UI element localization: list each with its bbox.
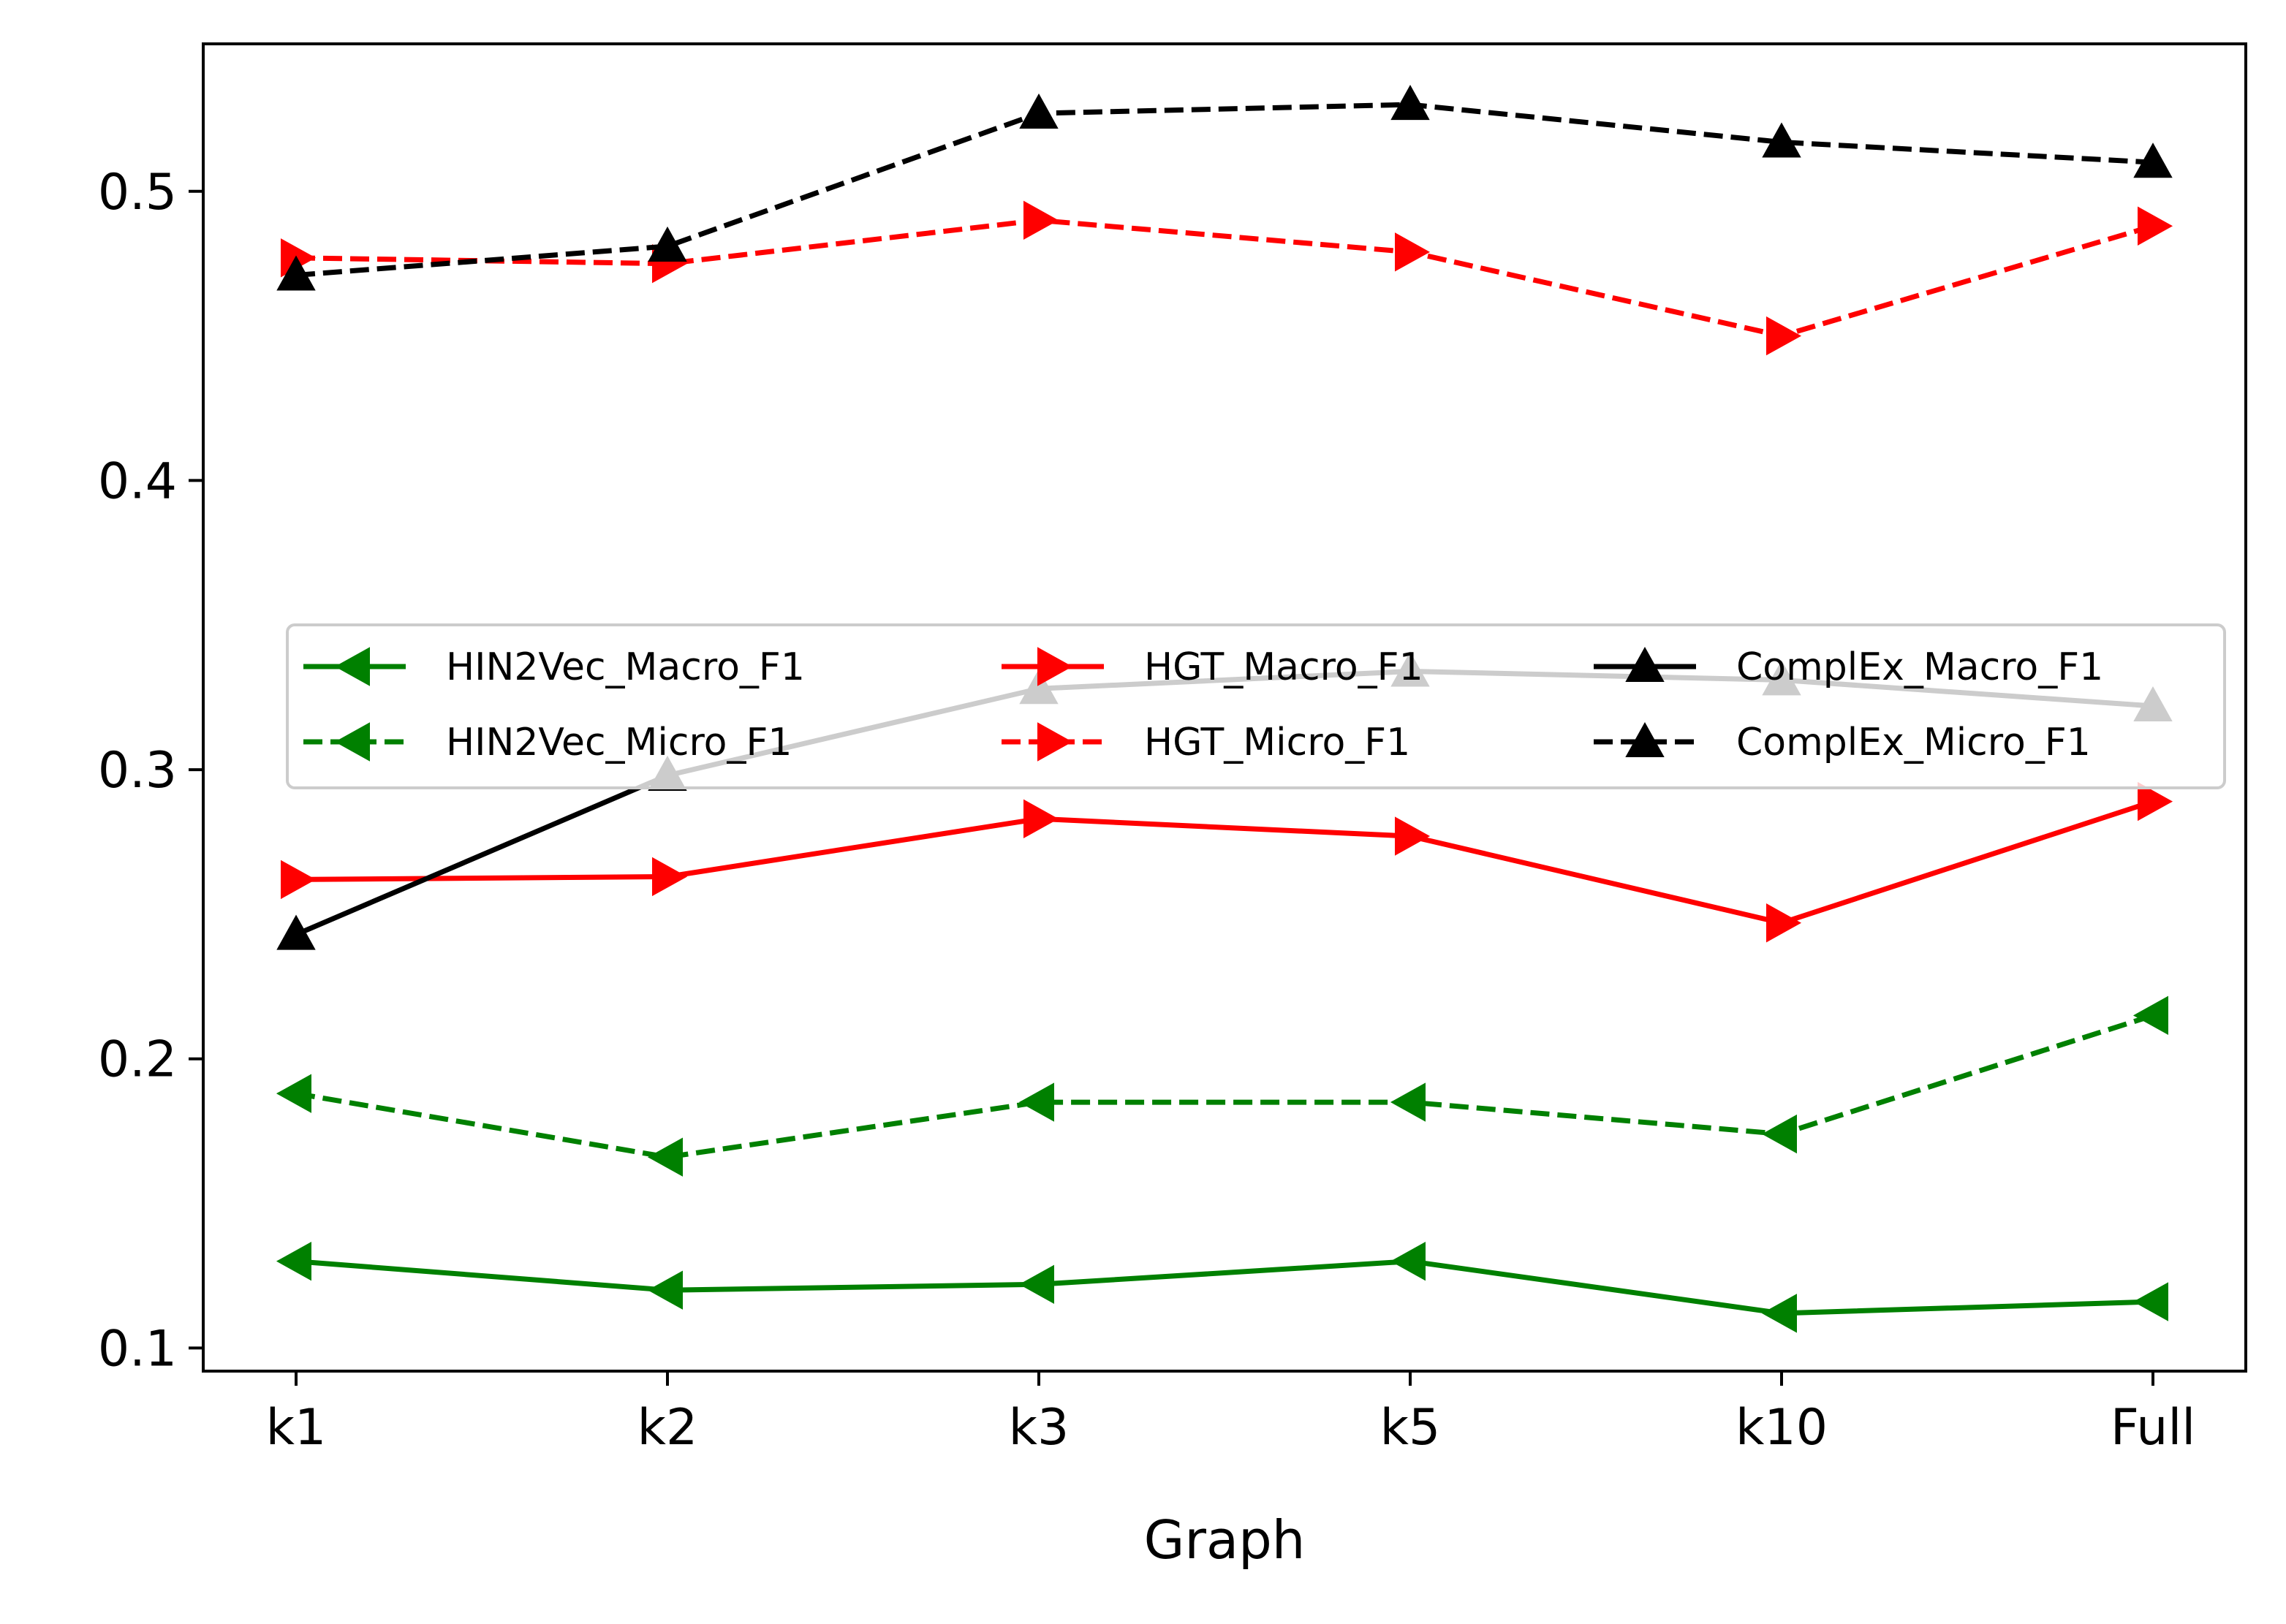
data-point-HIN2Vec_Micro_F1-k10 bbox=[1761, 1114, 1797, 1154]
legend-label-HIN2Vec_Micro_F1: HIN2Vec_Micro_F1 bbox=[446, 721, 792, 764]
series-line-HGT_Micro_F1 bbox=[295, 217, 2154, 339]
data-point-HGT_Micro_F1-k5 bbox=[1395, 232, 1431, 272]
data-point-HIN2Vec_Macro_F1-k5 bbox=[1390, 1241, 1426, 1281]
data-point-HIN2Vec_Micro_F1-k2 bbox=[647, 1137, 683, 1177]
legend-label-ComplEx_Micro_F1: ComplEx_Micro_F1 bbox=[1736, 721, 2091, 764]
data-point-HIN2Vec_Macro_F1-k10 bbox=[1761, 1294, 1797, 1333]
data-point-HIN2Vec_Micro_F1-Full bbox=[2132, 995, 2168, 1036]
x-axis-label: Graph bbox=[1144, 1509, 1306, 1571]
legend-label-HGT_Macro_F1: HGT_Macro_F1 bbox=[1144, 645, 1423, 689]
legend-marker-HIN2Vec_Micro_F1 bbox=[334, 722, 370, 762]
data-point-ComplEx_Micro_F1-k5 bbox=[1390, 85, 1430, 121]
x-tick-label: k2 bbox=[637, 1399, 698, 1457]
data-point-HGT_Micro_F1-Full bbox=[2138, 206, 2173, 246]
series-line-ComplEx_Micro_F1 bbox=[295, 102, 2154, 278]
data-point-HIN2Vec_Macro_F1-k3 bbox=[1018, 1264, 1054, 1305]
data-point-HGT_Macro_F1-k2 bbox=[652, 857, 688, 897]
data-point-HGT_Macro_F1-k10 bbox=[1766, 903, 1802, 943]
data-point-ComplEx_Macro_F1-k1 bbox=[276, 914, 316, 950]
data-point-ComplEx_Micro_F1-k10 bbox=[1762, 122, 1801, 158]
y-tick-label: 0.5 bbox=[98, 164, 177, 221]
axes: 0.1 0.2 0.3 0.4 0.5 k1 k2 k3 k5 k10 Full bbox=[98, 42, 2247, 1457]
legend: HIN2Vec_Macro_F1 HIN2Vec_Micro_F1 HGT_Macr… bbox=[286, 623, 2226, 789]
series-line-HIN2Vec_Micro_F1 bbox=[295, 1013, 2154, 1160]
x-tick-label: k10 bbox=[1736, 1399, 1828, 1457]
series-line-HGT_Macro_F1 bbox=[295, 799, 2154, 926]
legend-marker-HGT_Macro_F1 bbox=[1037, 647, 1073, 686]
data-point-HGT_Micro_F1-k10 bbox=[1766, 316, 1802, 356]
data-point-HGT_Macro_F1-k5 bbox=[1395, 816, 1431, 856]
data-point-HGT_Macro_F1-Full bbox=[2138, 781, 2173, 822]
x-tick-label: k5 bbox=[1380, 1399, 1441, 1457]
y-tick-label: 0.4 bbox=[98, 452, 177, 510]
data-point-HIN2Vec_Micro_F1-k1 bbox=[276, 1074, 311, 1113]
y-tick-label: 0.2 bbox=[98, 1031, 177, 1089]
data-point-HGT_Macro_F1-k3 bbox=[1023, 799, 1059, 839]
legend-marker-ComplEx_Macro_F1 bbox=[1625, 646, 1665, 682]
data-point-ComplEx_Micro_F1-k2 bbox=[648, 226, 687, 262]
data-point-ComplEx_Micro_F1-Full bbox=[2133, 143, 2173, 178]
legend-label-HIN2Vec_Macro_F1: HIN2Vec_Macro_F1 bbox=[446, 645, 805, 689]
data-point-HGT_Micro_F1-k3 bbox=[1023, 200, 1059, 240]
data-point-HIN2Vec_Micro_F1-k3 bbox=[1018, 1082, 1054, 1122]
data-point-ComplEx_Micro_F1-k1 bbox=[276, 255, 316, 291]
x-tick-label: k3 bbox=[1009, 1399, 1070, 1457]
data-point-HGT_Macro_F1-k1 bbox=[281, 860, 317, 900]
legend-box bbox=[286, 623, 2226, 789]
x-tick-label: Full bbox=[2111, 1399, 2195, 1457]
x-tick-label: k1 bbox=[266, 1399, 327, 1457]
legend-marker-HGT_Micro_F1 bbox=[1037, 722, 1073, 762]
data-point-HIN2Vec_Macro_F1-k1 bbox=[276, 1241, 311, 1281]
data-point-HIN2Vec_Micro_F1-k5 bbox=[1390, 1082, 1426, 1122]
y-tick-label: 0.3 bbox=[98, 742, 177, 800]
legend-marker-ComplEx_Micro_F1 bbox=[1625, 721, 1665, 757]
axes-frame bbox=[202, 42, 2247, 1373]
legend-label-HGT_Micro_F1: HGT_Micro_F1 bbox=[1144, 721, 1410, 764]
series-line-HIN2Vec_Macro_F1 bbox=[295, 1259, 2154, 1316]
data-point-HIN2Vec_Macro_F1-k2 bbox=[647, 1270, 683, 1310]
legend-label-ComplEx_Macro_F1: ComplEx_Macro_F1 bbox=[1736, 645, 2103, 689]
y-tick-label: 0.1 bbox=[98, 1320, 177, 1378]
data-point-HIN2Vec_Macro_F1-Full bbox=[2132, 1282, 2168, 1321]
legend-marker-HIN2Vec_Macro_F1 bbox=[334, 647, 370, 686]
data-point-ComplEx_Micro_F1-k3 bbox=[1019, 93, 1059, 129]
